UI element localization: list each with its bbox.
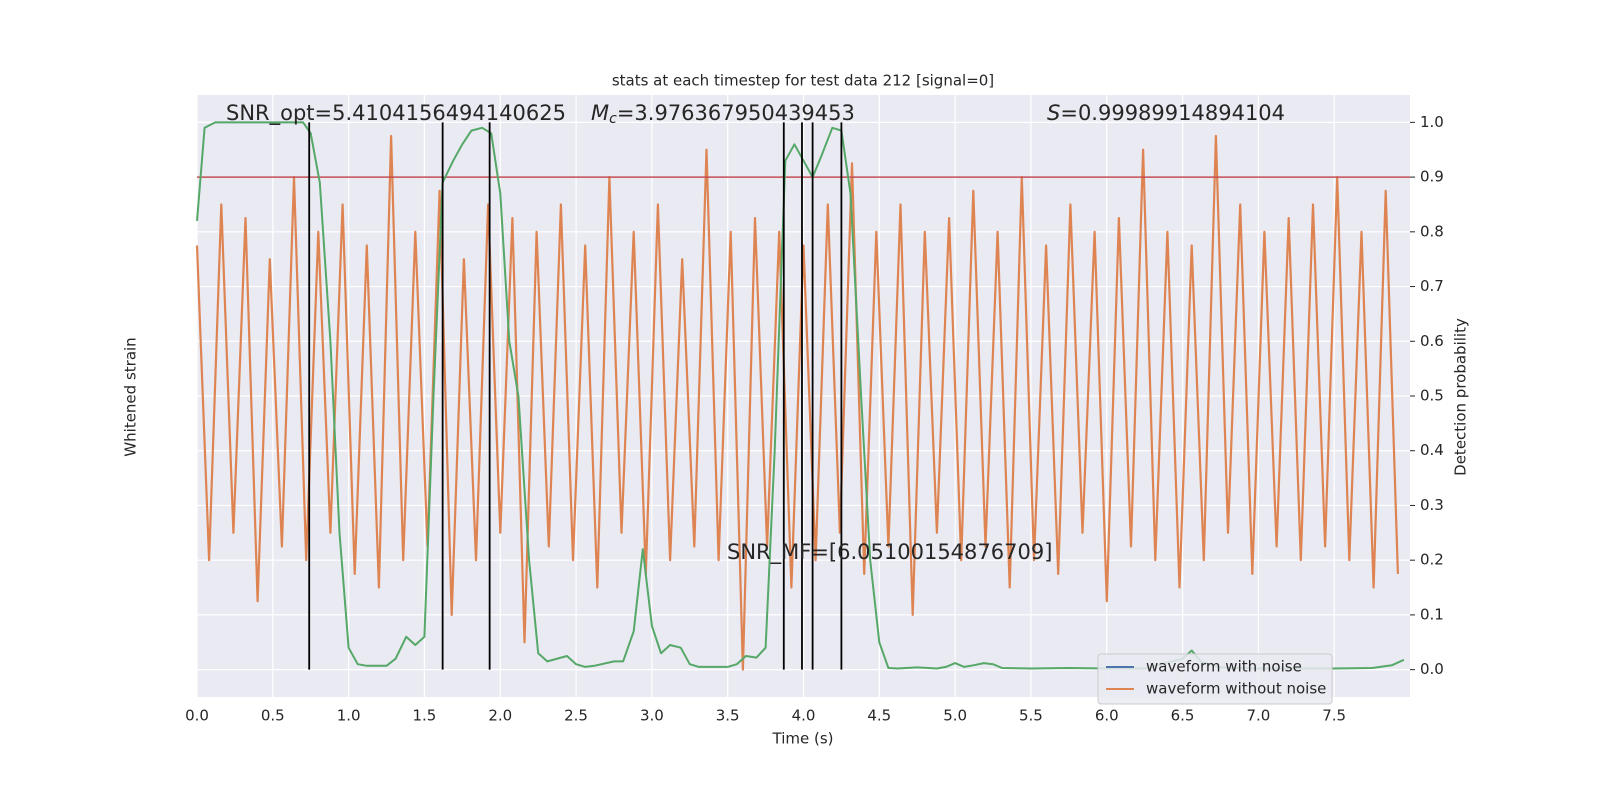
x-tick-label: 7.0: [1246, 707, 1270, 725]
x-tick-label: 1.5: [413, 707, 437, 725]
probability-line: [196, 121, 1405, 670]
strain-line: [195, 134, 1399, 671]
y2-tick-label: 0.7: [1420, 277, 1444, 295]
y-axis-label: Whitened strain: [122, 337, 140, 456]
x-tick-label: 0.5: [261, 707, 285, 725]
x-tick-label: 6.0: [1095, 707, 1119, 725]
x-tick-label: 4.0: [792, 707, 816, 725]
y2-tick-label: 0.0: [1420, 660, 1444, 678]
y2-tick-label: 0.3: [1420, 496, 1444, 514]
y2-tick-label: 0.2: [1420, 551, 1444, 569]
legend-box: [1097, 653, 1333, 705]
y2-tick-label: 0.4: [1420, 441, 1444, 459]
x-tick-label: 7.5: [1322, 707, 1346, 725]
marks: [195, 121, 1410, 671]
annotation: SNR_opt=5.4104156494140625: [226, 101, 566, 126]
annotation: SNR_MF=[6.05100154876709]: [727, 540, 1052, 565]
y2-axis-label: Detection probability: [1452, 318, 1470, 476]
y2-tick-label: 0.6: [1420, 332, 1444, 350]
x-tick-label: 2.0: [488, 707, 512, 725]
y2-tick-label: 0.9: [1420, 168, 1444, 186]
x-tick-label: 3.5: [716, 707, 740, 725]
x-tick-label: 3.0: [640, 707, 664, 725]
annotation: S=0.99989914894104: [1047, 101, 1285, 125]
x-axis-label: Time (s): [772, 730, 834, 748]
x-tick-label: 5.5: [1019, 707, 1043, 725]
legend-label: waveform with noise: [1146, 658, 1302, 676]
x-tick-label: 5.0: [943, 707, 967, 725]
y2-tick-label: 0.1: [1420, 605, 1444, 623]
chart-title: stats at each timestep for test data 212…: [612, 72, 994, 90]
legend-label: waveform without noise: [1146, 680, 1326, 698]
y2-tick-label: 0.5: [1420, 387, 1444, 405]
y2-tick-label: 1.0: [1420, 113, 1444, 131]
x-tick-label: 1.0: [337, 707, 361, 725]
x-tick-label: 6.5: [1171, 707, 1195, 725]
x-tick-label: 2.5: [564, 707, 588, 725]
subscript: c: [609, 111, 617, 127]
annotation: Mc=3.976367950439453: [591, 101, 855, 127]
annotations: SNR_opt=5.4104156494140625 Mc=3.97636795…: [226, 101, 1285, 565]
y2-tick-label: 0.8: [1420, 222, 1444, 240]
symbol: M: [591, 101, 609, 125]
x-tick-label: 0.0: [185, 707, 209, 725]
legend: waveform with noise waveform without nois…: [1097, 653, 1333, 705]
symbol: S: [1047, 101, 1060, 125]
value: =3.976367950439453: [617, 101, 855, 125]
x-tick-label: 4.5: [867, 707, 891, 725]
value: =0.99989914894104: [1060, 101, 1285, 125]
